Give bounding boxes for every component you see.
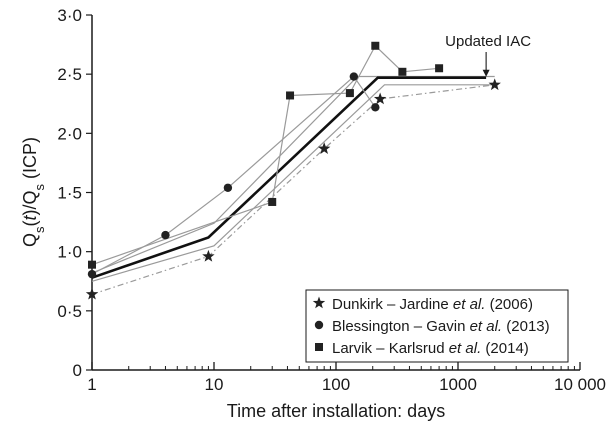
y-tick-label: 1·0 — [57, 243, 82, 262]
iac-fit-line — [91, 76, 487, 279]
series-2-point — [87, 269, 97, 279]
series-3-point — [268, 197, 277, 206]
annotations: Updated IAC — [445, 33, 531, 77]
series-3-point — [435, 64, 444, 73]
plot-area: 0 0·5 1·0 1·5 2·0 2·5 3·0 1 10 100 1000 10 000 Upd… — [57, 6, 606, 394]
data-markers — [85, 41, 501, 300]
y-axis-label: Qs(t)/Qs (ICP) — [20, 137, 47, 247]
series-2-point — [349, 72, 359, 81]
x-tick-label: 100 — [322, 375, 350, 394]
legend-marker-3 — [315, 343, 323, 351]
reference-lines — [91, 75, 495, 282]
series-3-point — [345, 89, 354, 98]
x-ticks: 1 10 100 1000 10 000 — [87, 362, 606, 394]
series-2-point — [223, 183, 233, 192]
x-axis-label: Time after installation: days — [227, 401, 445, 421]
series-1-point — [202, 249, 215, 262]
series-3-point — [88, 260, 96, 269]
x-tick-label: 10 000 — [554, 375, 606, 394]
series-3-point — [398, 67, 407, 76]
annotation-arrow-head — [482, 69, 490, 77]
y-tick-label: 3·0 — [57, 6, 82, 25]
y-tick-label: 0·5 — [57, 302, 82, 321]
legend-label-3: Larvik – Karlsrud et al. (2014) — [332, 340, 529, 357]
series-1-point — [318, 142, 331, 154]
legend-marker-2 — [314, 320, 324, 330]
x-tick-label: 1 — [87, 375, 96, 394]
series-3-point — [371, 41, 380, 50]
legend-marker-1 — [312, 296, 326, 309]
x-tick-label: 10 — [205, 375, 224, 394]
series-1-line — [91, 84, 495, 295]
legend: Dunkirk – Jardine et al. (2006) Blessingt… — [305, 289, 569, 363]
y-tick-label: 2·5 — [57, 65, 82, 84]
series-1-point — [373, 92, 387, 105]
series-3-point — [286, 91, 295, 100]
series-1-point — [488, 78, 501, 91]
legend-label-1: Dunkirk – Jardine et al. (2006) — [332, 296, 533, 313]
y-tick-label: 2·0 — [57, 124, 82, 143]
series-1-point — [85, 287, 99, 300]
lower-bound-line — [91, 84, 495, 282]
series-2-line — [91, 75, 376, 275]
series-2-point — [161, 230, 170, 240]
legend-label-2: Blessington – Gavin et al. (2013) — [332, 318, 550, 335]
y-ticks: 0 0·5 1·0 1·5 2·0 2·5 3·0 — [57, 6, 92, 380]
x-tick-label: 1000 — [439, 375, 477, 394]
y-tick-label: 0 — [73, 361, 82, 380]
y-tick-label: 1·5 — [57, 184, 82, 203]
series-2-point — [371, 103, 380, 112]
annotation-label: Updated IAC — [445, 33, 531, 50]
legend-box — [305, 289, 569, 363]
